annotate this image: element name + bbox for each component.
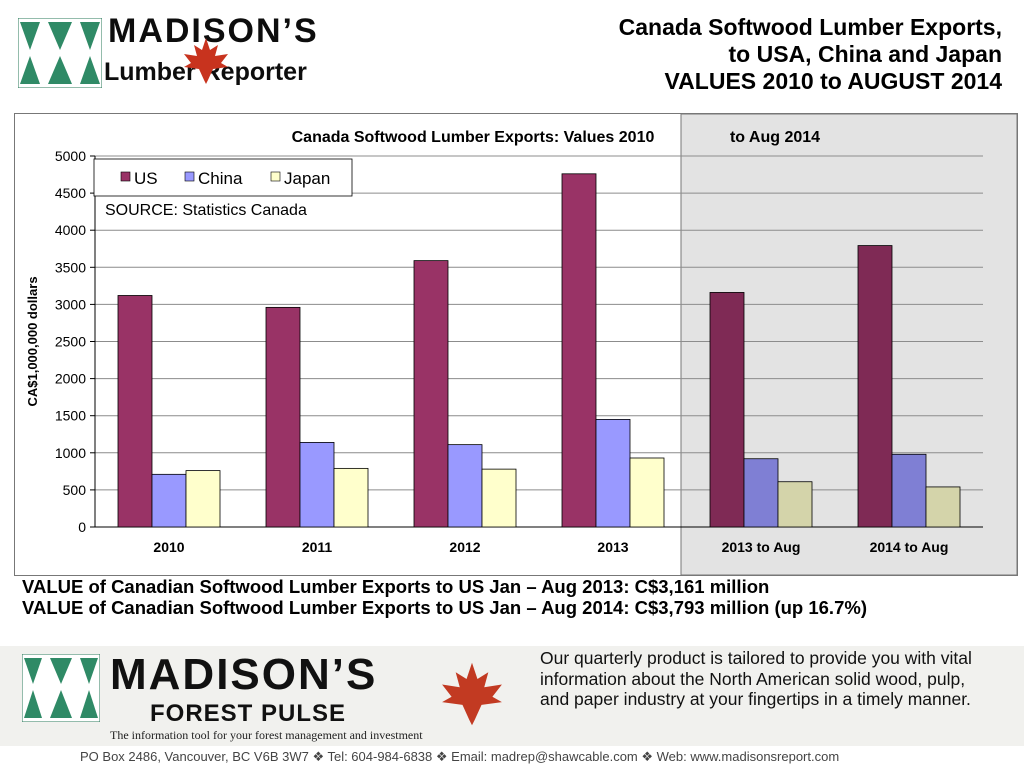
legend bbox=[93, 158, 353, 197]
title-line-1: Canada Softwood Lumber Exports, bbox=[618, 14, 1002, 40]
legend-label-japan: Japan bbox=[284, 169, 330, 188]
y-tick-label: 2500 bbox=[55, 334, 86, 350]
bar-us-2014-to-aug bbox=[857, 245, 893, 528]
bar-china-2013-to-aug bbox=[743, 458, 779, 528]
tree-logo-icon bbox=[18, 18, 102, 88]
title-line-2: to USA, China and Japan bbox=[728, 41, 1002, 67]
y-tick-label: 5000 bbox=[55, 148, 86, 164]
bar-japan-2010 bbox=[185, 470, 221, 528]
footer-brand-sub: FOREST PULSE bbox=[150, 700, 347, 727]
bar-chart: 0 500 1000 1500 2000 2500 3000 3500 4000 4500 5000… bbox=[25, 114, 1017, 575]
bar-china-2014-to-aug bbox=[891, 453, 927, 528]
bar-china-2011 bbox=[299, 442, 335, 528]
x-tick-label: 2014 to Aug bbox=[870, 539, 949, 555]
y-tick-label: 4000 bbox=[55, 222, 86, 238]
footer-contact-bar bbox=[0, 746, 1024, 768]
y-tick-label: 500 bbox=[63, 482, 87, 498]
bar-japan-2013 bbox=[629, 457, 665, 528]
bar-china-2012 bbox=[447, 444, 483, 528]
x-tick-label: 2013 bbox=[597, 539, 628, 555]
y-tick-label: 2000 bbox=[55, 371, 86, 387]
chart-title-continued: to Aug 2014 bbox=[730, 129, 820, 146]
chart-panel: 0 500 1000 1500 2000 2500 3000 3500 4000 4500 5000… bbox=[14, 113, 1018, 576]
bar-japan-2013-to-aug bbox=[777, 481, 813, 528]
summary-block: VALUE of Canadian Softwood Lumber Export… bbox=[22, 576, 867, 618]
bar-us-2013 bbox=[561, 173, 597, 528]
bar-china-2010 bbox=[151, 473, 187, 528]
legend-label-us: US bbox=[134, 169, 158, 188]
summary-line-2014: VALUE of Canadian Softwood Lumber Export… bbox=[22, 597, 867, 618]
y-tick-label: 3000 bbox=[55, 296, 86, 312]
bar-japan-2012 bbox=[481, 468, 517, 528]
header-brand-name: MADISON’S bbox=[108, 12, 319, 50]
bar-us-2011 bbox=[265, 306, 301, 528]
footer-brand-name: MADISON’S bbox=[110, 650, 378, 699]
footer-contact: PO Box 2486, Vancouver, BC V6B 3W7 ❖ Tel… bbox=[80, 749, 840, 764]
bar-us-2010 bbox=[117, 295, 153, 528]
footer-description: Our quarterly product is tailored to pro… bbox=[540, 648, 972, 709]
y-tick-label: 1000 bbox=[55, 445, 86, 461]
summary-line-2013: VALUE of Canadian Softwood Lumber Export… bbox=[22, 576, 770, 597]
source-note: SOURCE: Statistics Canada bbox=[105, 202, 307, 219]
footer-tagline: The information tool for your forest man… bbox=[110, 728, 423, 742]
x-tick-label: 2011 bbox=[302, 539, 333, 555]
y-axis-label: CA$1,000,000 dollars bbox=[25, 276, 40, 406]
x-tick-label: 2010 bbox=[153, 539, 184, 555]
bar-us-2013-to-aug bbox=[709, 292, 745, 528]
y-tick-label: 3500 bbox=[55, 259, 86, 275]
page-title: Canada Softwood Lumber Exports, to USA, … bbox=[619, 14, 1002, 95]
y-tick-label: 1500 bbox=[55, 408, 86, 424]
legend-swatch-japan bbox=[270, 171, 281, 182]
maple-leaf-icon bbox=[184, 38, 228, 84]
bar-japan-2014-to-aug bbox=[925, 486, 961, 528]
chart-title: Canada Softwood Lumber Exports: Values 2… bbox=[292, 129, 655, 146]
y-tick-label: 4500 bbox=[55, 185, 86, 201]
x-tick-label: 2013 to Aug bbox=[722, 539, 801, 555]
tree-logo-icon bbox=[22, 654, 100, 722]
legend-label-china: China bbox=[198, 169, 243, 188]
x-tick-label: 2012 bbox=[449, 539, 480, 555]
bar-us-2012 bbox=[413, 260, 449, 528]
bar-japan-2011 bbox=[333, 467, 369, 528]
legend-swatch-us bbox=[120, 171, 131, 182]
title-line-3: VALUES 2010 to AUGUST 2014 bbox=[664, 68, 1002, 94]
y-tick-label: 0 bbox=[78, 519, 86, 535]
bar-china-2013 bbox=[595, 419, 631, 528]
maple-leaf-icon bbox=[442, 662, 502, 726]
legend-swatch-china bbox=[184, 171, 195, 182]
